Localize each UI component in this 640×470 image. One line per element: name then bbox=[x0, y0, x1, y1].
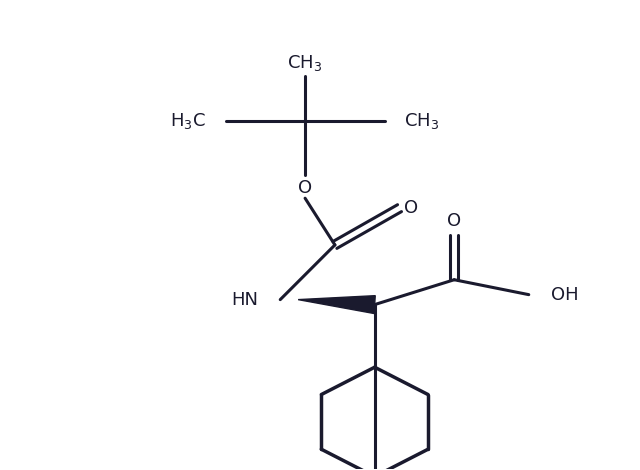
Text: CH$_3$: CH$_3$ bbox=[404, 110, 440, 131]
Text: O: O bbox=[298, 179, 312, 197]
Text: CH$_3$: CH$_3$ bbox=[287, 53, 323, 73]
Text: O: O bbox=[404, 199, 419, 217]
Polygon shape bbox=[298, 296, 375, 313]
Text: OH: OH bbox=[550, 286, 579, 304]
Text: H$_3$C: H$_3$C bbox=[170, 110, 205, 131]
Text: O: O bbox=[447, 212, 461, 230]
Text: HN: HN bbox=[232, 290, 259, 309]
